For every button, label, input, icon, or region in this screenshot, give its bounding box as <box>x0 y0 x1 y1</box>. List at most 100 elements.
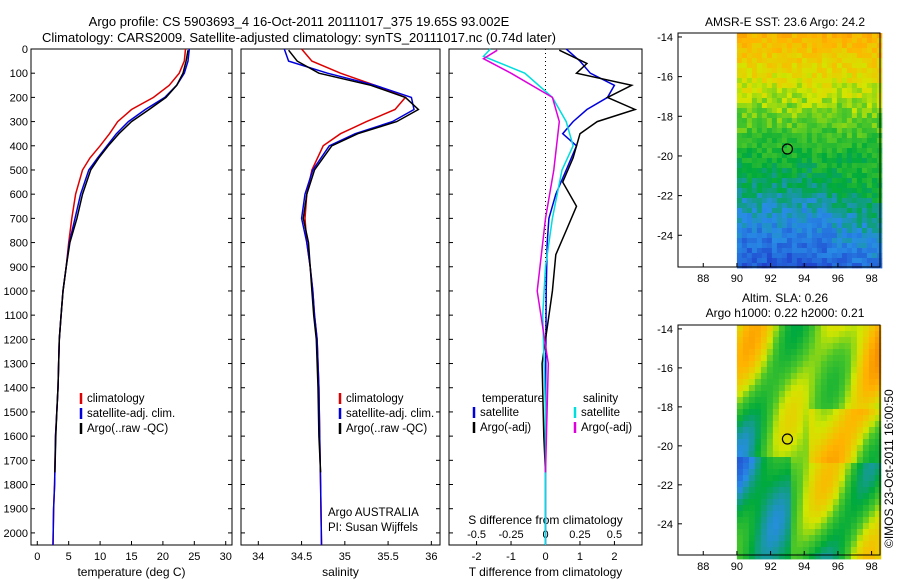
map-cell <box>846 53 853 59</box>
map-cell <box>856 38 863 44</box>
map-cell <box>751 153 758 159</box>
map-cell <box>841 148 848 154</box>
map-frame <box>677 324 881 556</box>
map-cell <box>736 188 743 194</box>
map-cell <box>836 163 843 169</box>
map-cell <box>766 208 773 214</box>
map-cell <box>836 103 843 109</box>
map-cell <box>841 173 848 179</box>
map-cell <box>871 223 878 229</box>
map-cell <box>784 397 792 404</box>
map-cell <box>746 218 753 224</box>
map-cell <box>756 208 763 214</box>
map-cell <box>868 511 876 518</box>
map-cell <box>811 158 818 164</box>
map-cell <box>811 218 818 224</box>
map-cell <box>844 337 852 344</box>
map-cell <box>748 529 756 536</box>
map-cell <box>850 415 858 422</box>
map-cell <box>831 263 838 269</box>
map-cell <box>741 148 748 154</box>
map-cell <box>811 108 818 114</box>
map-cell <box>760 529 768 536</box>
map-cell <box>786 118 793 124</box>
map-cell <box>748 547 756 554</box>
map-cell <box>766 88 773 94</box>
y-tick-label: 1700 <box>4 455 28 467</box>
map-cell <box>836 108 843 114</box>
map-cell <box>826 223 833 229</box>
map-cell <box>742 433 750 440</box>
x-tick-label: 10 <box>94 551 106 563</box>
map-cell <box>778 481 786 488</box>
map-cell <box>846 263 853 269</box>
map-cell <box>791 93 798 99</box>
map-cell <box>831 248 838 254</box>
map-cell <box>850 379 858 386</box>
y-tick-label: 300 <box>10 117 28 129</box>
map-cell <box>766 193 773 199</box>
map-cell <box>874 469 882 476</box>
map-cell <box>856 218 863 224</box>
map-cell <box>832 421 840 428</box>
map-cell <box>861 143 868 149</box>
map-cell <box>796 223 803 229</box>
map-cell <box>790 457 798 464</box>
map-cell <box>821 248 828 254</box>
map-cell <box>862 493 870 500</box>
map-cell <box>826 258 833 264</box>
map-cell <box>776 63 783 69</box>
map-cell <box>746 68 753 74</box>
map-cell <box>802 361 810 368</box>
map-cell <box>746 93 753 99</box>
map-cell <box>844 367 852 374</box>
map-cell <box>826 367 834 374</box>
map-cell <box>846 188 853 194</box>
map-cell <box>746 208 753 214</box>
map-cell <box>802 529 810 536</box>
map-cell <box>850 463 858 470</box>
map-cell <box>741 53 748 59</box>
map-cell <box>868 433 876 440</box>
map-cell <box>746 233 753 239</box>
map-cell <box>746 58 753 64</box>
map-cell <box>742 337 750 344</box>
map-cell <box>826 138 833 144</box>
map-cell <box>778 553 786 560</box>
map-cell <box>766 123 773 129</box>
map-cell <box>784 385 792 392</box>
map-cell <box>811 178 818 184</box>
map-cell <box>746 213 753 219</box>
x-tick-label: 2 <box>611 551 617 563</box>
map-cell <box>820 361 828 368</box>
map-cell <box>796 367 804 374</box>
map-cell <box>816 173 823 179</box>
map-cell <box>861 53 868 59</box>
map-cell <box>736 68 743 74</box>
map-cell <box>856 178 863 184</box>
map-cell <box>871 248 878 254</box>
map-cell <box>756 98 763 104</box>
map-cell <box>776 228 783 234</box>
map-cell <box>814 397 822 404</box>
map-cell <box>844 379 852 386</box>
map-cell <box>811 123 818 129</box>
map-cell <box>861 193 868 199</box>
map-cell <box>851 138 858 144</box>
map-cell <box>862 511 870 518</box>
map-cell <box>786 38 793 44</box>
map-cell <box>771 248 778 254</box>
map-cell <box>746 63 753 69</box>
map-cell <box>736 325 744 332</box>
map-cell <box>736 258 743 264</box>
map-cell <box>748 385 756 392</box>
map-cell <box>808 439 816 446</box>
map-cell <box>754 373 762 380</box>
map-cell <box>826 391 834 398</box>
map-cell <box>826 445 834 452</box>
map-cell <box>776 198 783 204</box>
map-cell <box>862 355 870 362</box>
map-cell <box>754 469 762 476</box>
map-cell <box>856 148 863 154</box>
map-cell <box>846 58 853 64</box>
